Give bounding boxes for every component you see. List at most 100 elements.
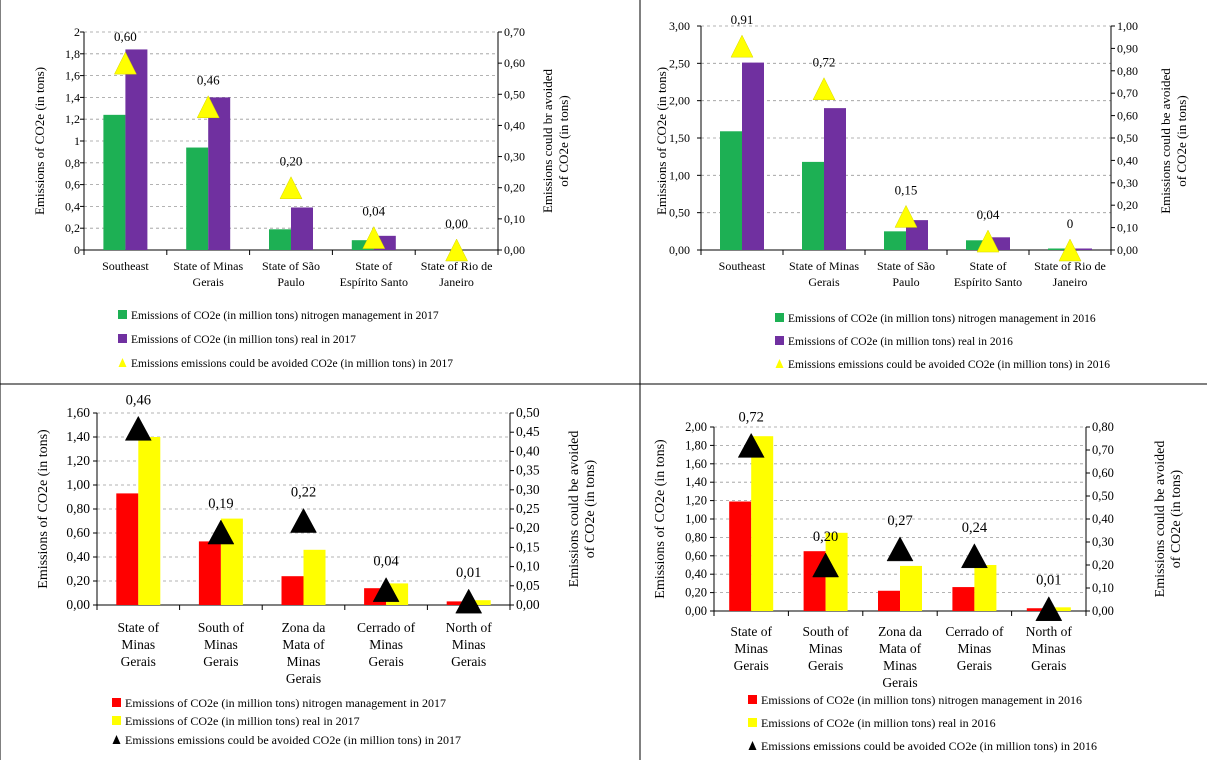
x-category-label: North of [1026,624,1073,639]
bar-1-1 [729,501,752,611]
legend-entry-2: Emissions of CO2e (in million tons) real… [125,714,360,728]
bar-2-3 [900,565,922,611]
y-tick-label: 1,60 [66,405,90,420]
bar-2-2 [208,97,231,251]
x-category-label: Mata of [282,637,325,652]
bar-1-3 [878,590,900,611]
y2-tick-label: 0,40 [516,443,540,458]
y-tick-label: 0,2 [65,221,80,235]
y2-tick-label: 0,80 [1092,420,1114,434]
data-label: 0,46 [197,73,220,88]
bar-1-2 [802,161,824,250]
y-axis-title: Emissions of CO2e (in tons) [653,439,668,599]
x-category-label: Gerais [286,671,321,686]
x-category-label: Cerrado of [357,620,416,635]
y2-tick-label: 0,10 [1092,581,1114,595]
x-category-label: State of Minas [789,259,859,273]
y2-axis-title: Emissions could be avoided [567,431,582,588]
x-category-label: State of São [262,259,320,273]
x-category-label: Gerais [734,658,769,673]
avoided-marker-4 [960,543,988,569]
data-label: 0,01 [1036,573,1061,589]
y2-tick-label: 0,00 [516,597,540,612]
legend-swatch-3 [112,735,121,744]
legend-entry-1: Emissions of CO2e (in million tons) nitr… [788,313,1096,325]
x-category-label: Minas [809,641,843,656]
bar-2-1 [751,436,774,611]
y2-tick-label: 0,10 [1117,221,1138,235]
x-category-label: Minas [883,658,917,673]
avoided-marker-4 [976,229,1000,253]
legend-swatch-1 [112,698,121,707]
y-tick-label: 0,8 [65,156,80,170]
legend-entry-3: Emissions emissions could be avoided CO2… [761,739,1097,753]
data-label: 0,04 [977,207,1000,222]
chart-panel-1: 0 0,2 0,4 0,6 0,8 1 1,2 1,4 1,6 1,8 2 0,00 0,10 0,20 0… [32,25,571,370]
legend-entry-2: Emissions of CO2e (in million tons) real… [788,336,1013,348]
bar-2-3 [291,207,313,250]
x-category-label: Gerais [808,275,840,289]
y2-tick-label: 0,70 [504,25,525,39]
chart-panel-3: 0,00 0,20 0,40 0,60 0,80 1,00 1,20 1,40 1,60 0,00… [36,392,598,747]
y2-tick-label: 0,90 [1117,41,1138,55]
chart-panel-4: 0,00 0,20 0,40 0,60 0,80 1,00 1,20 1,40 1,60 1,80… [653,409,1184,753]
x-category-label: State of [970,259,1007,273]
y-tick-label: 1,20 [685,494,707,508]
bar-1-4 [351,240,374,250]
y2-tick-label: 0,20 [516,520,540,535]
y-tick-label: 1,6 [65,69,80,83]
x-category-label: Minas [121,637,155,652]
avoided-marker-2 [812,77,836,100]
x-category-label: State of Rio de [421,259,493,273]
x-category-label: State of [117,620,159,635]
y2-axis-title: of CO2e (in tons) [1174,95,1189,186]
x-category-label: Gerais [203,654,238,669]
y-tick-label: 0,60 [66,525,90,540]
data-label: 0,27 [887,513,912,529]
y-tick-label: 1,60 [685,457,707,471]
x-category-label: Minas [958,641,992,656]
y2-tick-label: 0,50 [504,87,525,101]
bar-2-1 [138,437,161,605]
data-label: 0,20 [280,154,303,169]
x-category-label: Gerais [957,658,992,673]
y2-tick-label: 0,40 [1117,153,1138,167]
y2-tick-label: 0,15 [516,539,540,554]
y2-tick-label: 0,20 [504,181,525,195]
y-tick-label: 0,00 [669,243,690,257]
y2-tick-label: 0,40 [504,118,525,132]
legend-swatch-3 [775,359,784,368]
data-label: 0,60 [114,29,137,44]
y2-tick-label: 1,00 [1117,19,1138,33]
bar-1-1 [720,131,742,250]
x-category-label: South of [198,620,245,635]
bar-1-5 [446,601,469,605]
legend-entry-1: Emissions of CO2e (in million tons) nitr… [761,693,1082,707]
data-label: 0,15 [895,182,918,197]
y2-tick-label: 0,30 [1092,535,1114,549]
legend-swatch-1 [775,313,784,322]
x-category-label: State of [355,259,392,273]
x-category-label: Mata of [879,641,922,656]
chart-panel-2: 0,00 0,50 1,00 1,50 2,00 2,50 3,00 0,00 0,10 0,20… [654,12,1189,371]
x-category-label: Minas [452,637,486,652]
y-tick-label: 2,00 [669,94,690,108]
y2-axis-title: Emissions could be avoided [1158,68,1173,214]
y2-tick-label: 0,60 [1092,466,1114,480]
y-tick-label: 0,80 [685,530,707,544]
y-tick-label: 3,00 [669,19,690,33]
bar-2-4 [974,565,997,611]
avoided-marker-1 [730,34,754,58]
data-label: 0 [1067,216,1074,231]
y2-tick-label: 0,45 [516,424,540,439]
legend-swatch-2 [112,716,121,725]
legend-swatch-2 [118,334,127,343]
y2-tick-label: 0,50 [1092,489,1114,503]
avoided-marker-4 [362,225,386,249]
y-tick-label: 0,80 [66,501,90,516]
x-category-label: State of Rio de [1034,259,1106,273]
y-tick-label: 1,2 [65,112,80,126]
avoided-marker-3 [290,507,317,533]
